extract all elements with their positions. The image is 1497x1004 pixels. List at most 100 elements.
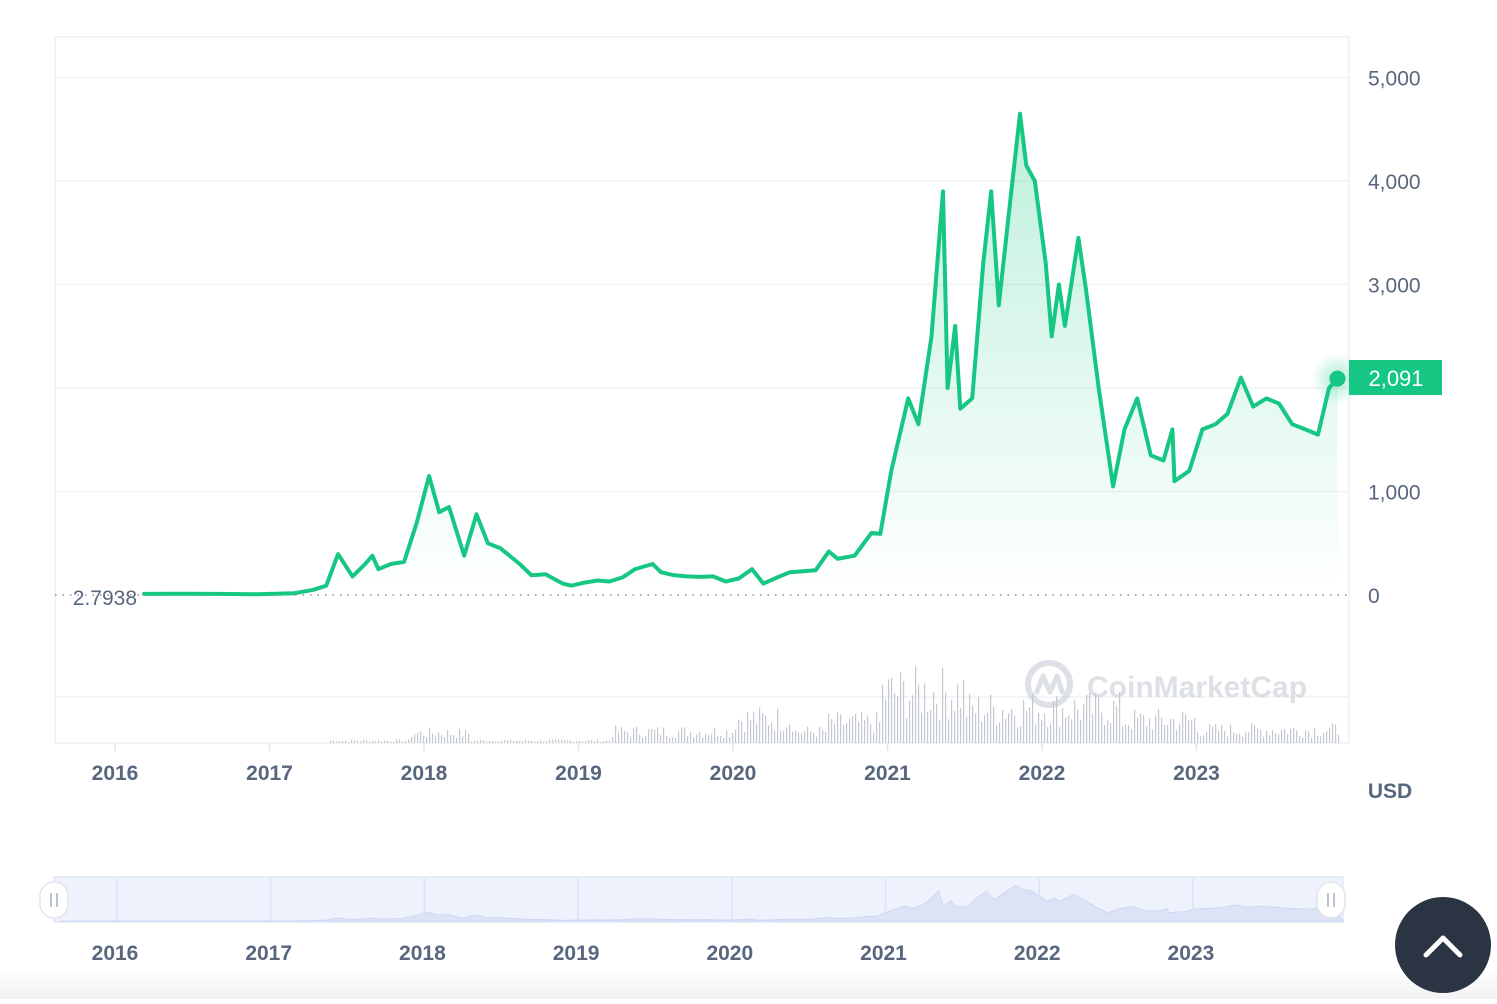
volume-bar [1176, 730, 1177, 743]
volume-bar [477, 741, 478, 743]
volume-bar [543, 742, 544, 743]
volume-bar [1236, 734, 1237, 743]
volume-bar [1233, 732, 1234, 743]
volume-bar [642, 738, 643, 743]
volume-bar [426, 737, 427, 743]
volume-bar [906, 718, 907, 743]
navigator-handle-right[interactable] [1317, 882, 1345, 918]
volume-bar [660, 735, 661, 743]
volume-bar [636, 727, 637, 743]
volume-bar [672, 737, 673, 743]
navigator-handle-left[interactable] [40, 882, 68, 918]
volume-bar [1125, 724, 1126, 743]
volume-bar [1107, 720, 1108, 743]
volume-bar [882, 685, 883, 743]
volume-bar [1041, 720, 1042, 743]
volume-bar [834, 724, 835, 743]
volume-bar [597, 739, 598, 743]
volume-bar [696, 735, 697, 743]
volume-bar [939, 720, 940, 743]
volume-bar [1098, 698, 1099, 743]
volume-bar [759, 707, 760, 743]
chevron-up-icon [1421, 930, 1465, 960]
volume-bar [1200, 736, 1201, 743]
volume-bar [699, 732, 700, 743]
volume-bar [870, 724, 871, 743]
volume-bar [1314, 728, 1315, 743]
volume-bar [486, 742, 487, 743]
volume-bar [786, 727, 787, 743]
volume-bar [1131, 729, 1132, 743]
volume-bar [1020, 726, 1021, 743]
volume-bar [1185, 714, 1186, 743]
volume-bar [831, 719, 832, 743]
volume-bar [1293, 728, 1294, 743]
volume-bar [429, 728, 430, 743]
navigator-x-tick-label: 2017 [245, 942, 292, 965]
volume-bar [342, 741, 343, 743]
volume-bar [960, 708, 961, 743]
volume-bar [864, 720, 865, 743]
volume-bar [684, 727, 685, 743]
volume-bar [417, 733, 418, 743]
scroll-to-top-button[interactable] [1395, 897, 1491, 993]
volume-bar [1266, 731, 1267, 743]
volume-bar [552, 740, 553, 743]
volume-bar [1137, 718, 1138, 743]
volume-bar [1245, 732, 1246, 743]
volume-bar [1203, 735, 1204, 743]
volume-bar [549, 740, 550, 743]
volume-bar [1029, 707, 1030, 743]
volume-bar [687, 736, 688, 743]
volume-bar [681, 728, 682, 743]
volume-bar [393, 742, 394, 743]
volume-bar [915, 666, 916, 743]
volume-bar [1170, 719, 1171, 743]
volume-bar [1257, 729, 1258, 743]
volume-bar [612, 737, 613, 743]
volume-bar [1008, 713, 1009, 743]
volume-bar [1104, 725, 1105, 743]
volume-bar [1194, 718, 1195, 743]
volume-bar [1215, 724, 1216, 743]
volume-bar [1290, 729, 1291, 743]
volume-bar [369, 742, 370, 743]
volume-bar [576, 741, 577, 743]
volume-bar [1182, 712, 1183, 743]
volume-bar [897, 697, 898, 743]
volume-bar [744, 732, 745, 743]
volume-bar [921, 713, 922, 743]
volume-bar [678, 731, 679, 743]
volume-bar [930, 710, 931, 743]
volume-bar [459, 729, 460, 743]
currency-label: USD [1368, 780, 1412, 803]
grid-lines [55, 78, 1349, 698]
volume-bar [846, 723, 847, 743]
volume-bar [1017, 727, 1018, 743]
volume-bar [1320, 736, 1321, 743]
volume-bar [966, 717, 967, 743]
volume-bar [1248, 732, 1249, 743]
volume-bar [900, 672, 901, 743]
volume-bar [927, 712, 928, 743]
volume-bar [972, 706, 973, 743]
volume-bar [1014, 716, 1015, 743]
volume-bar [837, 712, 838, 743]
volume-bar [1188, 720, 1189, 743]
volume-bar [630, 737, 631, 743]
volume-bar [1296, 730, 1297, 743]
volume-bar [405, 741, 406, 743]
x-tick-label: 2022 [1019, 762, 1066, 785]
volume-bar [1242, 737, 1243, 743]
volume-bar [588, 740, 589, 743]
volume-bar [414, 734, 415, 743]
volume-bar [849, 718, 850, 743]
volume-bar [993, 707, 994, 743]
volume-bar [1281, 730, 1282, 743]
volume-bar [603, 741, 604, 743]
volume-bar [894, 693, 895, 743]
